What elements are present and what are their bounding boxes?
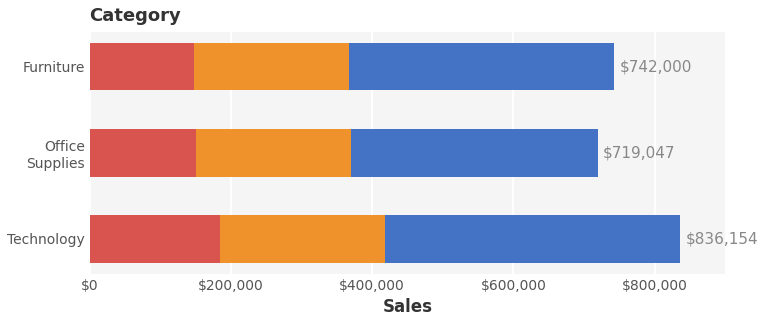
X-axis label: Sales: Sales xyxy=(382,298,432,316)
Bar xyxy=(90,215,220,263)
Bar xyxy=(90,43,194,90)
Text: $742,000: $742,000 xyxy=(620,59,692,74)
Bar xyxy=(90,129,196,177)
Bar xyxy=(196,129,351,177)
Text: Category: Category xyxy=(90,7,181,25)
Bar xyxy=(385,215,680,263)
Bar xyxy=(349,43,614,90)
Text: $836,154: $836,154 xyxy=(686,232,759,246)
Bar xyxy=(351,129,598,177)
Text: $719,047: $719,047 xyxy=(603,145,676,160)
Bar xyxy=(220,215,385,263)
Bar xyxy=(194,43,349,90)
